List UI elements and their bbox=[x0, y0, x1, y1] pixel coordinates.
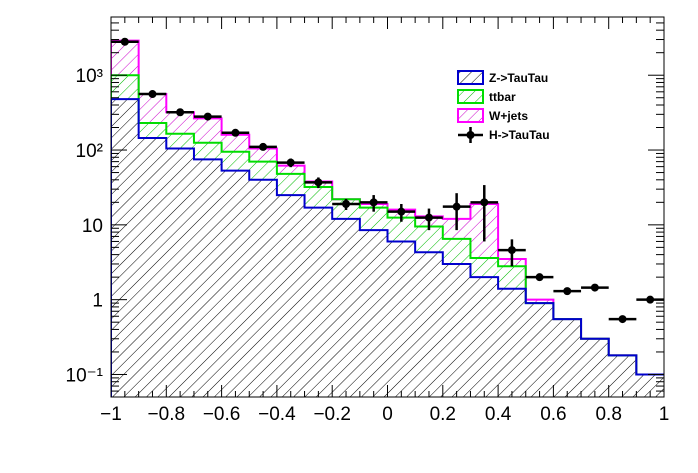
y-tick-label: 10 bbox=[82, 216, 103, 237]
data-point bbox=[111, 37, 139, 46]
x-tick-label: 0 bbox=[382, 404, 393, 425]
legend-item-h-tautau: H->TauTau bbox=[458, 127, 550, 143]
x-tick-label: −1 bbox=[100, 404, 122, 425]
data-point bbox=[304, 177, 333, 189]
legend-item-ttbar: ttbar bbox=[457, 89, 516, 104]
data-point bbox=[415, 208, 443, 231]
x-tick-label: 0.8 bbox=[595, 404, 621, 425]
plot-area bbox=[111, 37, 664, 397]
data-point bbox=[359, 195, 388, 212]
legend: Z->TauTau ttbar W+jets H->TauTau bbox=[457, 70, 550, 143]
y-tick-label: 10² bbox=[76, 141, 103, 162]
data-point bbox=[470, 185, 499, 242]
y-tick-label: 10⁻¹ bbox=[66, 365, 104, 386]
legend-item-w-jets: W+jets bbox=[457, 108, 528, 123]
stack-outline-z-tautau bbox=[111, 98, 664, 397]
data-point bbox=[525, 273, 554, 282]
data-point bbox=[193, 112, 222, 121]
axes: −1 −0.8 −0.6 −0.4 −0.2 0 0.2 0.4 0.6 0.8 1 10⁻¹ 1 10 1… bbox=[66, 16, 670, 425]
data-point bbox=[138, 90, 167, 99]
x-tick-label: 0.4 bbox=[485, 404, 512, 425]
data-point bbox=[387, 203, 416, 222]
x-tick-label: −0.4 bbox=[258, 404, 296, 425]
legend-label: ttbar bbox=[489, 90, 516, 104]
legend-label: Z->TauTau bbox=[489, 71, 548, 85]
data-point bbox=[498, 239, 526, 267]
legend-label: H->TauTau bbox=[489, 128, 550, 142]
x-tick-label: −0.6 bbox=[203, 404, 241, 425]
data-point bbox=[276, 158, 305, 168]
y-tick-label: 10³ bbox=[76, 66, 103, 87]
data-point bbox=[332, 198, 360, 210]
data-point bbox=[249, 142, 277, 151]
data-point bbox=[442, 193, 471, 231]
legend-label: W+jets bbox=[489, 109, 528, 123]
data-point bbox=[581, 283, 609, 292]
data-point bbox=[608, 315, 637, 324]
y-tick-label: 1 bbox=[92, 291, 103, 312]
data-point bbox=[553, 287, 582, 296]
x-tick-label: 0.6 bbox=[540, 404, 566, 425]
data-point bbox=[221, 128, 250, 137]
x-tick-label: −0.2 bbox=[313, 404, 351, 425]
x-tick-label: 1 bbox=[659, 404, 670, 425]
x-tick-label: −0.8 bbox=[148, 404, 186, 425]
data-point bbox=[166, 108, 194, 117]
x-tick-label: 0.2 bbox=[430, 404, 456, 425]
legend-item-z-tautau: Z->TauTau bbox=[457, 70, 548, 85]
